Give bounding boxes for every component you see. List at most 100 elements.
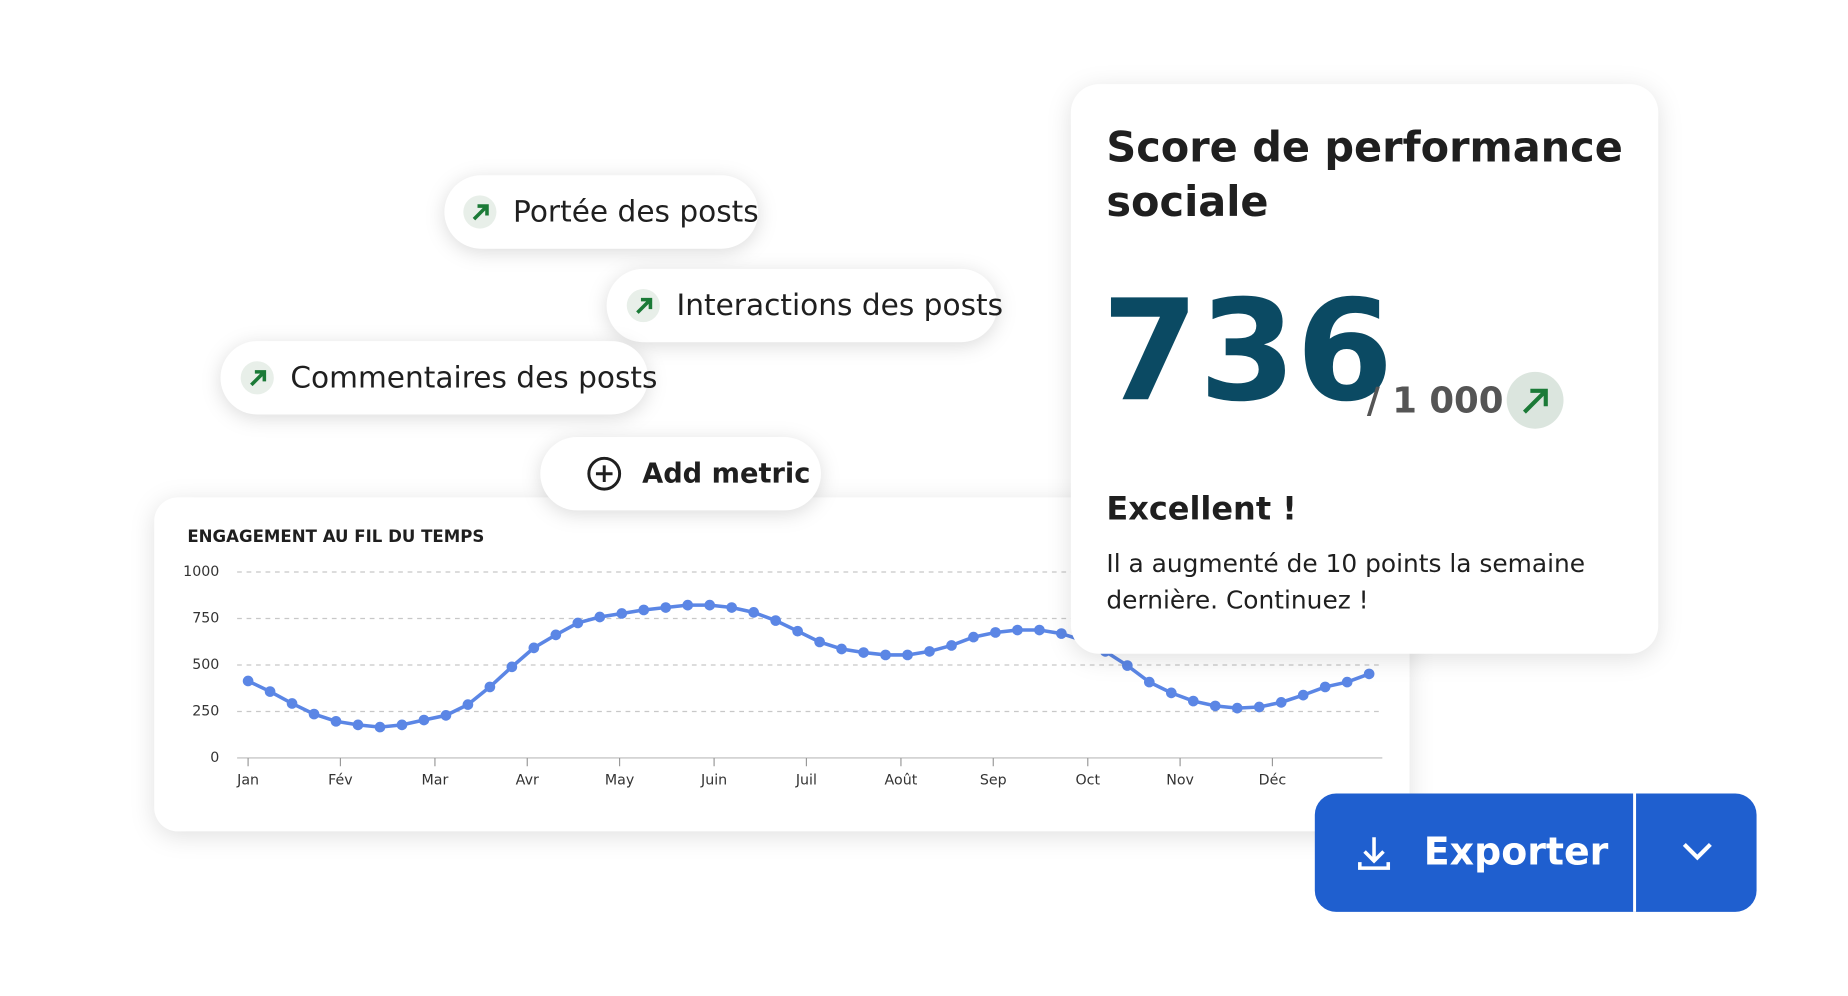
chip-label[interactable]: Commentaires des posts [290, 360, 657, 394]
point [1319, 681, 1331, 693]
x-tick-label: Oct [1075, 772, 1100, 788]
x-tick-label: Déc [1259, 772, 1286, 788]
point [990, 627, 1001, 638]
point [836, 643, 847, 655]
chip[interactable]: Interactions des posts [606, 268, 1003, 343]
x-tick-label: May [605, 772, 634, 788]
score-card-bg [1070, 84, 1659, 654]
x-tick-label: Sep [980, 772, 1007, 788]
point [1275, 697, 1287, 708]
chip-label[interactable]: Interactions des posts [676, 288, 1003, 322]
point [1209, 700, 1221, 712]
point [352, 719, 364, 731]
point [1122, 660, 1133, 671]
download-icon [1358, 837, 1391, 870]
point [880, 649, 891, 661]
add-metric-bg[interactable] [540, 437, 821, 511]
point [946, 640, 957, 651]
y-tick-label: 750 [192, 611, 219, 627]
point [660, 602, 672, 613]
point [770, 615, 781, 626]
x-tick-label: Jan [236, 772, 259, 788]
point [682, 599, 694, 611]
chip[interactable]: Commentaires des posts [220, 341, 658, 415]
arrow [250, 370, 267, 387]
chip-bg[interactable] [444, 175, 759, 249]
x-tick-label: Juil [795, 772, 817, 788]
y-tick-label: 500 [192, 657, 219, 673]
point [726, 602, 738, 613]
point [506, 661, 518, 673]
point [616, 608, 628, 619]
point [462, 699, 474, 710]
score-status: Excellent ! [1106, 489, 1296, 527]
line [247, 603, 1370, 729]
score-card: Score de performance sociale 736 / 1 000… [1070, 84, 1659, 654]
point [748, 607, 759, 618]
score-title: Score de performance [1106, 123, 1622, 171]
plot: 0 250 500 750 1000 Jan Fév Mar Avr May Juin Juil Aoû… [183, 564, 1383, 788]
point [1165, 687, 1177, 699]
chip[interactable]: Portée des posts [444, 175, 759, 249]
point [968, 631, 979, 643]
score-description: dernière. Continuez ! [1106, 586, 1368, 615]
point [440, 710, 452, 721]
x-tick-label: Nov [1166, 772, 1194, 788]
point [264, 686, 276, 697]
arrow [636, 297, 653, 314]
point [1187, 695, 1199, 707]
arrow [1522, 388, 1548, 414]
point [704, 599, 716, 611]
point [594, 611, 606, 623]
point [572, 617, 584, 629]
chart-title: ENGAGEMENT AU FIL DU TEMPS [187, 527, 484, 546]
plus-icon [587, 456, 622, 491]
point [1012, 624, 1023, 636]
point [902, 649, 913, 661]
x-tick-label: Avr [516, 772, 539, 788]
point [286, 698, 298, 709]
x-tick-label: Août [885, 772, 918, 788]
point [528, 642, 540, 654]
point [374, 721, 386, 733]
point [792, 625, 803, 637]
point [1253, 701, 1265, 713]
point [814, 636, 825, 648]
point [484, 681, 496, 693]
point [418, 714, 430, 726]
add-metric-button[interactable]: Add metric [540, 437, 821, 511]
chip-label[interactable]: Portée des posts [513, 195, 759, 229]
point [1143, 676, 1155, 688]
point [330, 715, 342, 727]
point [638, 604, 650, 616]
x-tick-label: Mar [422, 772, 449, 788]
point [308, 708, 320, 720]
arrow [472, 204, 489, 221]
point [550, 629, 562, 641]
y-tick-label: 250 [192, 703, 219, 719]
chip-bg[interactable] [606, 268, 998, 343]
x-tick-label: Fév [328, 772, 353, 788]
export-label[interactable]: Exporter [1424, 829, 1609, 873]
point [396, 719, 408, 731]
export-button[interactable]: Exporter [1314, 793, 1757, 912]
point [1056, 628, 1067, 639]
point [1231, 702, 1243, 714]
plus [595, 465, 613, 483]
chevron-down[interactable] [1682, 842, 1712, 861]
score-title: sociale [1106, 178, 1268, 226]
y-tick-label: 0 [210, 750, 219, 766]
chip-bg[interactable] [220, 341, 649, 415]
point [858, 647, 869, 658]
export-bg[interactable] [1314, 793, 1757, 912]
point [1034, 624, 1045, 636]
point [1297, 689, 1309, 701]
score-description: Il a augmenté de 10 points la semaine [1106, 549, 1585, 578]
add-metric-label[interactable]: Add metric [642, 458, 810, 489]
point [242, 675, 254, 687]
point [924, 646, 935, 657]
point [1341, 676, 1353, 688]
x-tick-label: Juin [700, 772, 727, 788]
